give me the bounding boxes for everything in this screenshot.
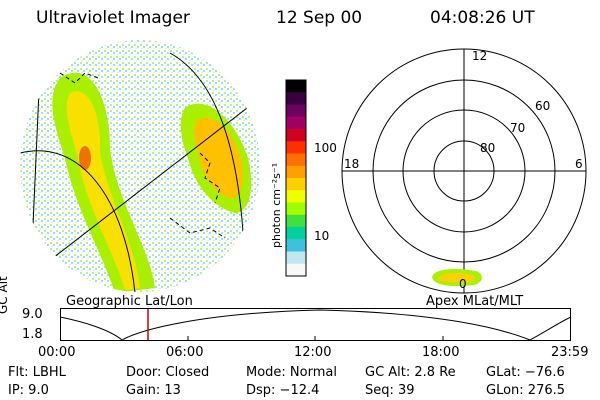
geographic-caption: Geographic Lat/Lon — [66, 294, 193, 309]
timeline-x-tick-1: 06:00 — [166, 345, 204, 360]
footer-ip: IP: 9.0 — [8, 383, 49, 398]
instrument-title: Ultraviolet Imager — [36, 8, 190, 28]
color-scale-segment — [286, 104, 306, 118]
timeline-y-tick-top: 9.0 — [22, 307, 43, 322]
apex-caption: Apex MLat/MLT — [426, 294, 524, 309]
color-scale-segment — [286, 227, 306, 240]
color-scale-segment — [286, 80, 306, 93]
timeline-x-tick-0: 00:00 — [38, 345, 76, 360]
color-scale-segment — [286, 178, 306, 191]
footer-glat: GLat: −76.6 — [486, 365, 565, 380]
footer-filter: Flt: LBHL — [8, 365, 66, 380]
lat-label-80: 80 — [480, 141, 495, 155]
footer-door: Door: Closed — [126, 365, 210, 380]
footer-glon: GLon: 276.5 — [486, 383, 566, 398]
color-scale-bar: photon cm⁻²s⁻¹ — [270, 79, 307, 277]
timeline-y-axis-label: GC Alt — [0, 276, 10, 314]
mlt-label-6: 6 — [575, 157, 583, 171]
color-scale-unit-label: photon cm⁻²s⁻¹ — [270, 163, 283, 248]
timeline-plot — [60, 308, 572, 341]
color-scale-segment — [286, 190, 306, 203]
color-scale-segment — [286, 263, 306, 277]
lat-label-60: 60 — [535, 99, 550, 113]
color-scale-segment — [286, 165, 306, 179]
color-scale-segment — [286, 251, 306, 265]
lat-label-70: 70 — [510, 121, 525, 135]
polar-plot: 12 18 6 0 60 70 80 — [341, 48, 587, 294]
mlt-label-12: 12 — [472, 49, 487, 63]
color-scale-segment — [286, 153, 306, 167]
color-scale-segment — [286, 129, 306, 142]
timeline-x-tick-4: 23:59 — [551, 345, 589, 360]
mlt-label-0: 0 — [459, 277, 467, 291]
timeline-y-tick-bottom: 1.8 — [22, 327, 43, 342]
footer-mode: Mode: Normal — [246, 365, 337, 380]
color-scale-segment — [286, 214, 306, 228]
timeline-x-tick-3: 18:00 — [422, 345, 460, 360]
geographic-image — [20, 40, 260, 292]
date-label: 12 Sep 00 — [276, 8, 363, 28]
color-scale-segment — [286, 92, 306, 105]
footer-dsp: Dsp: −12.4 — [246, 383, 320, 398]
footer-gc-alt: GC Alt: 2.8 Re — [365, 365, 456, 380]
color-scale-border — [285, 79, 307, 277]
mlt-label-18: 18 — [344, 157, 359, 171]
color-scale-segment — [286, 239, 306, 252]
timeline-x-tick-2: 12:00 — [294, 345, 332, 360]
color-scale-tick-100: 100 — [314, 141, 337, 155]
time-label: 04:08:26 UT — [430, 8, 535, 28]
color-scale-tick-10: 10 — [314, 229, 330, 243]
footer-seq: Seq: 39 — [365, 383, 415, 398]
color-scale-segment — [286, 202, 306, 216]
color-scale-segment — [286, 141, 306, 154]
footer-gain: Gain: 13 — [126, 383, 181, 398]
color-scale-segment — [286, 116, 306, 130]
